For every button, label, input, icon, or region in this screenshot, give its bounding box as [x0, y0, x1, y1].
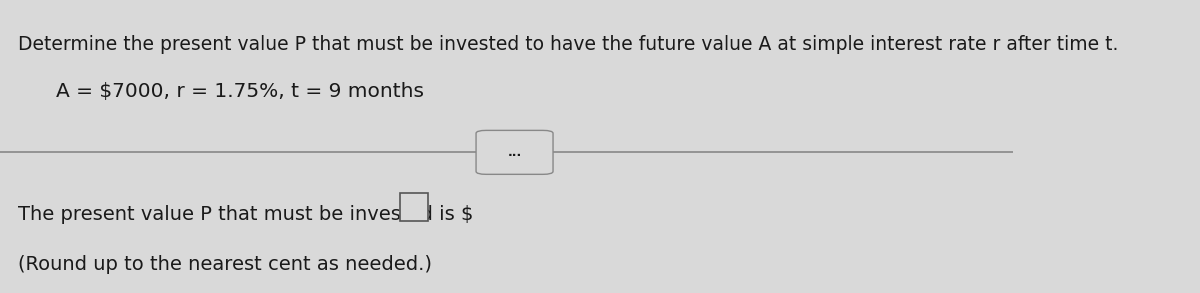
- Text: A = $7000, r = 1.75%, t = 9 months: A = $7000, r = 1.75%, t = 9 months: [55, 82, 424, 101]
- Text: ...: ...: [508, 146, 522, 159]
- Text: (Round up to the nearest cent as needed.): (Round up to the nearest cent as needed.…: [18, 255, 432, 274]
- FancyBboxPatch shape: [400, 193, 428, 221]
- Text: The present value P that must be invested is $: The present value P that must be investe…: [18, 205, 474, 224]
- FancyBboxPatch shape: [476, 130, 553, 174]
- Text: Determine the present value P that must be invested to have the future value A a: Determine the present value P that must …: [18, 35, 1118, 54]
